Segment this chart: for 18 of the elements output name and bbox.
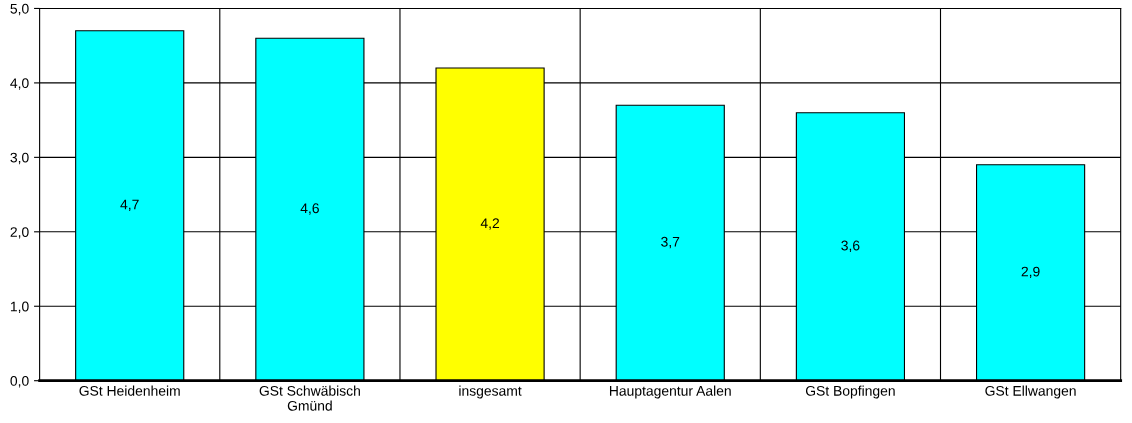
y-tick-label: 4,0 xyxy=(10,78,29,90)
x-tick-label: GSt Ellwangen xyxy=(985,385,1076,399)
x-tick-label: insgesamt xyxy=(459,385,522,399)
x-tick-label: GSt Schwäbisch Gmünd xyxy=(259,385,360,411)
data-label: 2,9 xyxy=(1021,266,1040,279)
x-tick-label: GSt Bopfingen xyxy=(805,385,895,399)
y-tick-label: 0,0 xyxy=(10,376,29,388)
y-tick-label: 3,0 xyxy=(10,152,29,165)
data-label: 4,2 xyxy=(480,218,500,230)
data-label: 3,7 xyxy=(661,236,680,249)
x-tick-label: Hauptagentur Aalen xyxy=(609,385,731,399)
data-label: 4,6 xyxy=(300,203,319,215)
data-label: 3,6 xyxy=(841,240,860,253)
y-tick-label: 5,0 xyxy=(10,3,29,16)
x-tick-label: GSt Heidenheim xyxy=(79,385,180,396)
data-label: 4,7 xyxy=(120,199,139,212)
y-tick-label: 1,0 xyxy=(10,301,29,314)
y-tick-label: 2,0 xyxy=(10,227,29,239)
